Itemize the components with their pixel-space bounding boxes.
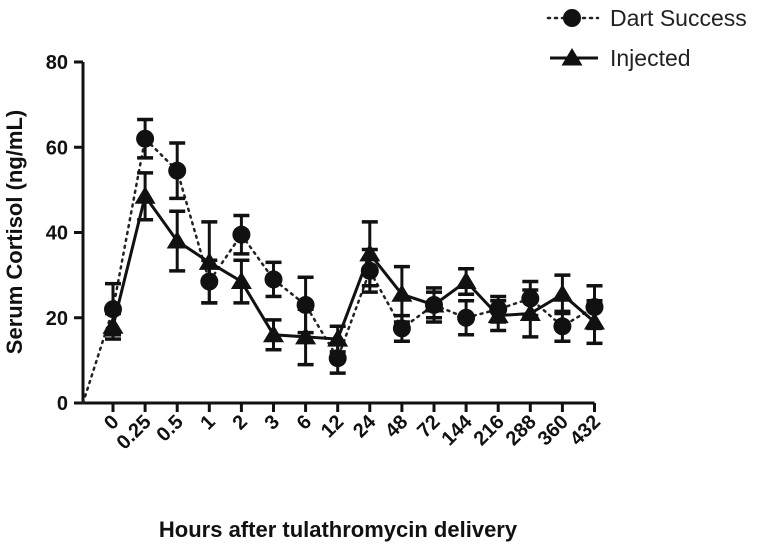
legend-label-0: Dart Success: [610, 5, 747, 31]
x-tick-label-8: 24: [349, 410, 381, 442]
data-point-1-4: [230, 271, 252, 290]
series-line-1: [111, 192, 596, 341]
data-point-0-14: [553, 317, 572, 336]
y-axis-title: Serum Cortisol (ng/mL): [2, 110, 27, 354]
data-point-1-0: [102, 316, 124, 334]
x-tick-label-14: 360: [534, 411, 573, 450]
legend-label-1: Injected: [610, 45, 691, 71]
y-tick-label-3: 60: [46, 137, 68, 159]
legend-item-0: Dart Success: [546, 5, 747, 31]
series-1: [102, 171, 605, 367]
y-tick-label-0: 0: [57, 393, 68, 415]
data-point-0-4: [232, 225, 251, 244]
y-tick-label-1: 20: [46, 308, 68, 330]
x-axis-title: Hours after tulathromycin delivery: [159, 517, 518, 542]
data-point-0-5: [264, 270, 283, 289]
data-point-1-3: [198, 252, 220, 270]
y-tick-label-4: 80: [46, 52, 68, 74]
data-point-0-11: [457, 308, 476, 327]
data-point-1-9: [391, 284, 413, 302]
data-point-1-2: [166, 231, 188, 249]
y-tick-label-2: 40: [46, 223, 68, 245]
data-point-1-8: [359, 243, 381, 262]
data-point-1-13: [519, 303, 541, 321]
data-point-1-10: [423, 294, 445, 313]
legend: Dart Success Injected: [546, 5, 747, 71]
x-tick-label-5: 3: [261, 411, 284, 434]
data-point-0-2: [168, 161, 187, 180]
data-point-1-6: [295, 326, 317, 345]
x-tick-label-1: 0.25: [113, 411, 156, 454]
legend-marker-1: [561, 48, 583, 66]
data-point-1-12: [487, 305, 509, 324]
data-point-1-14: [551, 284, 573, 302]
x-tick-label-15: 432: [566, 411, 605, 450]
data-point-1-5: [263, 324, 284, 343]
data-point-0-1: [136, 129, 155, 148]
data-point-1-7: [327, 329, 349, 347]
data-point-0-9: [392, 319, 411, 338]
data-point-1-11: [455, 271, 477, 290]
x-tick-label-2: 0.5: [153, 411, 188, 446]
x-tick-label-12: 216: [470, 411, 509, 450]
x-tick-label-6: 6: [293, 411, 316, 434]
x-tick-label-4: 2: [229, 411, 252, 434]
legend-marker-0: [563, 9, 581, 27]
data-point-0-7: [328, 349, 347, 368]
series-line-0: [81, 136, 596, 405]
data-point-1-15: [584, 312, 605, 330]
data-point-1-1: [134, 186, 156, 204]
x-tick-label-7: 12: [317, 411, 348, 442]
x-tick-label-11: 144: [437, 410, 477, 450]
legend-item-1: Injected: [550, 45, 691, 71]
series-0: [81, 117, 604, 405]
series-layer: [81, 117, 605, 405]
x-tick-label-13: 288: [502, 411, 541, 450]
x-tick-label-3: 1: [196, 411, 219, 434]
x-tick-label-9: 48: [381, 411, 412, 442]
